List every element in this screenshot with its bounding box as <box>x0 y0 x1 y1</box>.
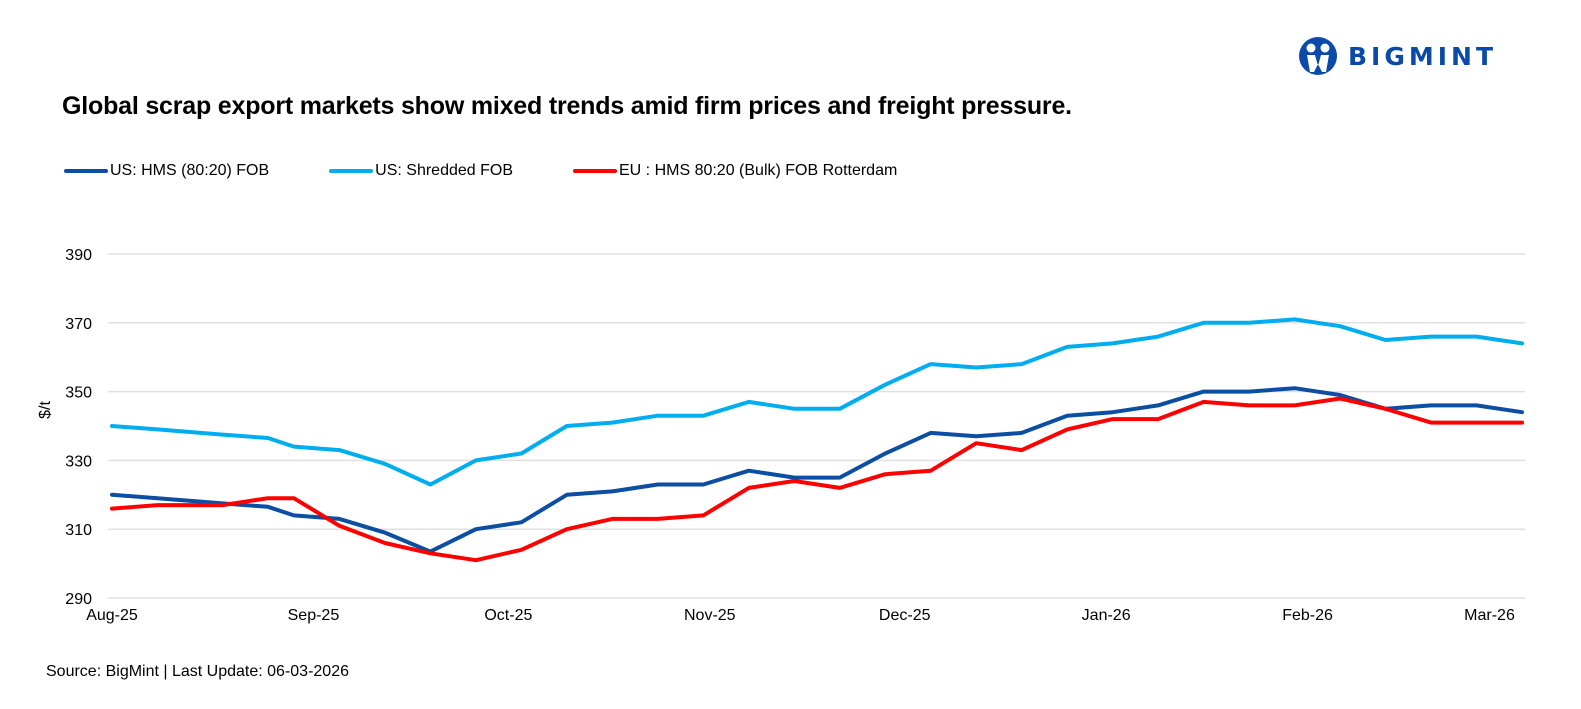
legend-swatch <box>329 169 374 173</box>
x-tick-label: Mar-26 <box>1464 607 1515 624</box>
legend-label: US: HMS (80:20) FOB <box>110 162 270 179</box>
logo-text: BIGMINT <box>1348 41 1498 71</box>
x-tick-label: Feb-26 <box>1282 607 1333 624</box>
x-tick-label: Jan-26 <box>1082 607 1131 624</box>
x-tick-label: Dec-25 <box>879 607 931 624</box>
x-tick-label: Sep-25 <box>288 607 340 624</box>
y-tick-label: 370 <box>65 316 92 333</box>
series-line-1 <box>110 317 1524 487</box>
x-tick-label: Aug-25 <box>86 607 138 624</box>
y-axis-label: $/t <box>37 401 54 419</box>
y-tick-label: 330 <box>65 453 92 470</box>
series-line-2 <box>110 396 1524 563</box>
legend-swatch <box>64 169 108 173</box>
y-tick-label: 310 <box>65 522 92 539</box>
source-note: Source: BigMint | Last Update: 06-03-202… <box>46 663 349 680</box>
x-tick-label: Nov-25 <box>684 607 736 624</box>
logo-mark-icon <box>1299 37 1337 75</box>
chart-title: Global scrap export markets show mixed t… <box>62 92 1072 120</box>
legend-label: EU : HMS 80:20 (Bulk) FOB Rotterdam <box>619 162 898 179</box>
bigmint-logo: BIGMINT <box>1298 36 1497 76</box>
y-tick-label: 290 <box>65 591 92 608</box>
series-line-0 <box>110 386 1524 554</box>
y-tick-label: 350 <box>65 385 92 402</box>
legend-item-eu-hms: EU : HMS 80:20 (Bulk) FOB Rotterdam <box>573 162 897 180</box>
legend-swatch <box>573 169 617 173</box>
x-tick-label: Oct-25 <box>484 607 532 624</box>
legend-item-us-shredded: US: Shredded FOB <box>329 162 513 180</box>
y-tick-label: 390 <box>65 247 92 264</box>
legend-item-us-hms: US: HMS (80:20) FOB <box>64 162 269 180</box>
legend-label: US: Shredded FOB <box>375 162 513 179</box>
legend: US: HMS (80:20) FOB US: Shredded FOB EU … <box>64 162 957 180</box>
